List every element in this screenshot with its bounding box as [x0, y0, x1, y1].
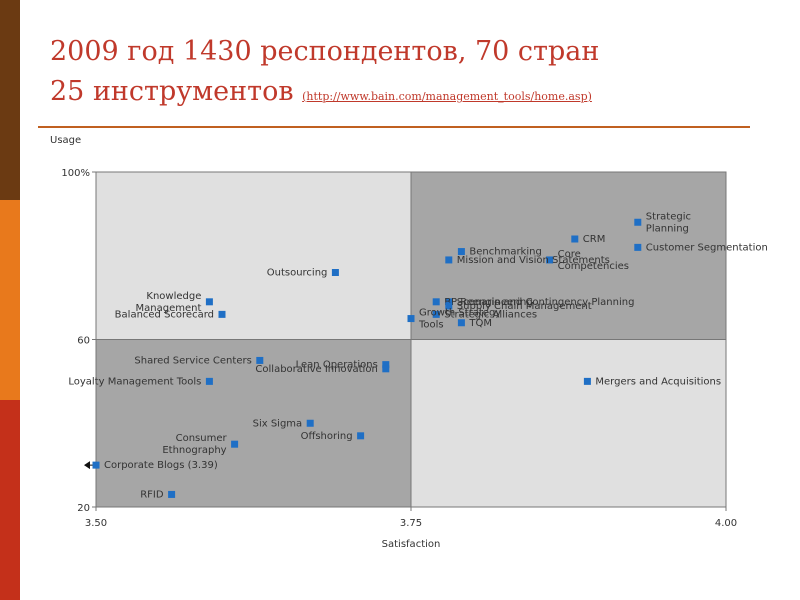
x-tick-label: 4.00: [715, 518, 737, 529]
x-tick-label: 3.75: [400, 518, 422, 529]
data-point: [407, 315, 415, 323]
point-label: Outsourcing: [267, 268, 328, 279]
data-point: [445, 298, 453, 306]
point-label: Six Sigma: [253, 418, 303, 429]
data-point: [634, 243, 642, 251]
y-tick-label: 100%: [61, 168, 90, 179]
data-point: [445, 256, 453, 264]
side-bar-middle: [0, 200, 20, 400]
point-label: Collaborative Innovation: [255, 364, 377, 375]
point-label: TQM: [468, 318, 492, 329]
point-label: Lean Operations: [296, 360, 378, 371]
point-label: Mission and Vision Statements: [457, 255, 610, 266]
data-point: [571, 235, 579, 243]
data-point: [231, 440, 239, 448]
data-point: [382, 361, 390, 369]
data-point: [583, 377, 591, 385]
data-point: [256, 356, 264, 364]
x-axis-label: Satisfaction: [382, 539, 441, 550]
data-point: [445, 302, 453, 310]
y-tick-label: 20: [77, 503, 90, 514]
y-axis-label: Usage: [50, 135, 81, 146]
data-point: [457, 319, 465, 327]
quadrant-top-left: [96, 172, 411, 340]
data-point: [218, 310, 226, 318]
y-tick-label: 60: [77, 336, 90, 347]
point-label: Balanced Scorecard: [115, 309, 214, 320]
data-point: [382, 365, 390, 373]
point-label: Knowledge Management: [136, 291, 202, 314]
quadrant-bottom-left: [96, 339, 411, 507]
side-bar-bottom: [0, 400, 20, 600]
title-line-2: 25 инструментов (http://www.bain.com/man…: [50, 72, 599, 117]
point-label: Offshoring: [301, 431, 353, 442]
off-scale-arrow: [84, 461, 90, 470]
quadrant-bottom-right: [411, 339, 726, 507]
side-bar-top: [0, 0, 20, 200]
data-point: [205, 298, 213, 306]
point-label: Benchmarking: [469, 247, 541, 258]
point-label: Loyalty Management Tools: [68, 376, 201, 387]
point-label: Consumer Ethnography: [162, 433, 227, 456]
point-label: Growth Strategy Tools: [418, 308, 501, 331]
point-label: BP Reengineering: [444, 297, 533, 308]
data-point: [432, 310, 440, 318]
title-rule: [38, 126, 750, 128]
data-point: [331, 269, 339, 276]
point-label: Strategic Planning: [646, 211, 691, 234]
point-label: Corporate Blogs (3.39): [104, 460, 218, 471]
data-point: [92, 461, 100, 469]
quadrant-top-right: [411, 172, 726, 340]
point-label: Core Competencies: [558, 249, 629, 272]
x-tick-label: 3.50: [85, 518, 107, 529]
point-label: Scenario and Contingency Planning: [457, 297, 635, 308]
data-point: [432, 298, 440, 306]
point-label: Strategic Alliances: [444, 309, 537, 320]
point-label: Shared Service Centers: [134, 355, 251, 366]
data-point: [306, 419, 314, 427]
source-link[interactable]: (http://www.bain.com/management_tools/ho…: [302, 90, 592, 103]
data-point: [457, 248, 465, 256]
data-point: [357, 432, 365, 440]
title-line-2-text: 25 инструментов: [50, 76, 294, 107]
title-line-1: 2009 год 1430 респондентов, 70 стран: [50, 36, 600, 67]
point-label: Customer Segmentation: [646, 242, 768, 253]
data-point: [634, 218, 642, 226]
point-label: CRM: [583, 234, 606, 245]
data-point: [205, 377, 213, 385]
data-point: [546, 256, 554, 264]
data-point: [168, 490, 176, 498]
point-label: RFID: [140, 489, 164, 500]
point-label: Mergers and Acquisitions: [595, 376, 721, 387]
point-label: Supply Chain Management: [457, 301, 592, 312]
slide-title: 2009 год 1430 респондентов, 70 стран 25 …: [50, 32, 599, 117]
